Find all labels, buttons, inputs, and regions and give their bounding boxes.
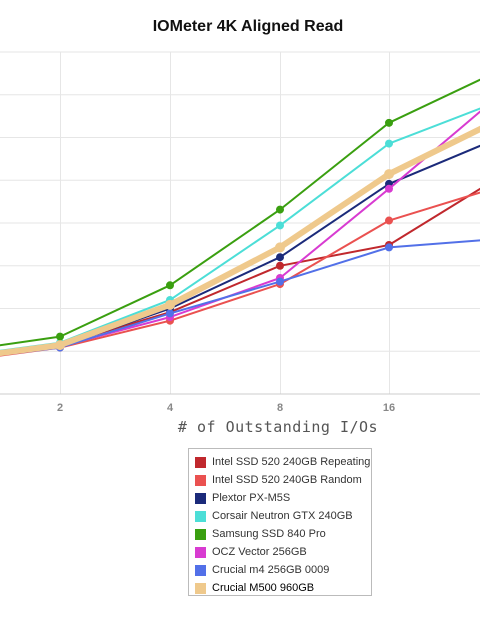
legend-label: Crucial M500 960GB	[212, 582, 315, 594]
legend-swatch	[195, 528, 206, 540]
series-line	[0, 191, 480, 357]
legend-swatch	[195, 564, 206, 576]
x-axis-label: # of Outstanding I/Os	[177, 418, 379, 436]
x-tick-label: 4	[167, 402, 174, 414]
data-point	[166, 281, 174, 290]
data-point	[384, 169, 394, 180]
data-point	[165, 299, 175, 310]
legend-swatch	[195, 510, 206, 522]
data-point	[385, 139, 393, 148]
data-point	[385, 118, 393, 127]
legend-item[interactable]: Crucial m4 256GB 0009	[195, 561, 329, 579]
legend-label: Samsung SSD 840 Pro	[212, 528, 326, 540]
x-tick-label: 16	[383, 402, 395, 414]
series-line	[0, 78, 480, 347]
legend-swatch	[195, 546, 206, 558]
legend-label: Plextor PX-M5S	[212, 492, 291, 504]
legend-item[interactable]: Corsair Neutron GTX 240GB	[195, 507, 353, 525]
data-point	[276, 253, 284, 262]
legend-item[interactable]: OCZ Vector 256GB	[195, 543, 307, 561]
legend-label: Corsair Neutron GTX 240GB	[212, 510, 353, 522]
legend-swatch	[195, 492, 206, 504]
x-tick-label: 2	[57, 402, 63, 414]
data-point	[276, 205, 284, 214]
legend-label: Intel SSD 520 240GB Repeating	[212, 456, 371, 468]
series-line	[0, 107, 480, 352]
chart-title: IOMeter 4K Aligned Read	[152, 18, 344, 35]
data-point	[55, 340, 65, 351]
data-point	[276, 277, 284, 286]
data-point	[166, 309, 174, 318]
data-point	[385, 184, 393, 193]
series-line	[0, 110, 480, 356]
plot-area	[0, 78, 480, 357]
data-point	[276, 261, 284, 270]
data-point	[56, 332, 64, 341]
legend-item[interactable]: Intel SSD 520 240GB Repeating	[195, 453, 370, 471]
data-point	[275, 242, 285, 253]
series-line	[0, 144, 480, 356]
legend-swatch	[195, 474, 206, 486]
chart-legend: Intel SSD 520 240GB Repeating Intel SSD 5…	[188, 448, 372, 596]
data-point	[385, 243, 393, 252]
legend-item[interactable]: Crucial M500 960GB	[195, 579, 314, 597]
data-point	[276, 221, 284, 230]
legend-swatch	[195, 582, 206, 594]
legend-label: Intel SSD 520 240GB Random	[212, 474, 362, 486]
x-tick-label: 8	[277, 402, 283, 414]
legend-label: Crucial m4 256GB 0009	[212, 564, 330, 576]
legend-swatch	[195, 456, 206, 468]
legend-label: OCZ Vector 256GB	[212, 546, 307, 558]
legend-item[interactable]: Plextor PX-M5S	[195, 489, 290, 507]
series-line	[0, 125, 480, 357]
legend-item[interactable]: Intel SSD 520 240GB Random	[195, 471, 362, 489]
data-point	[385, 216, 393, 225]
legend-item[interactable]: Samsung SSD 840 Pro	[195, 525, 326, 543]
